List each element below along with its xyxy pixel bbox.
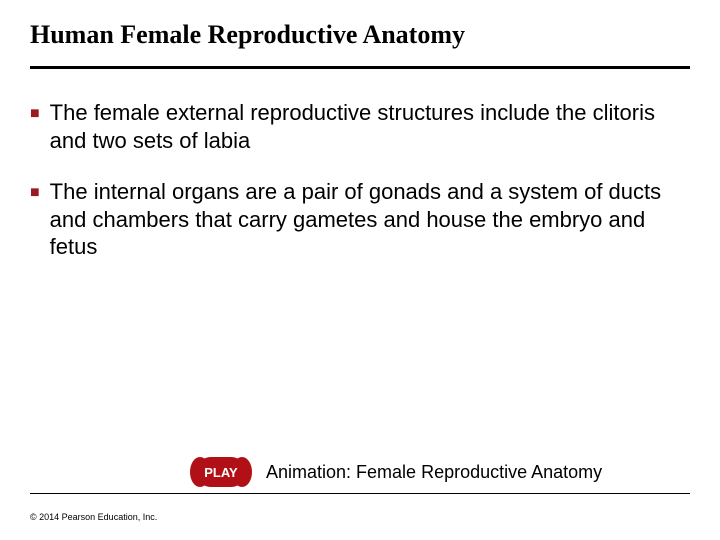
bullet-item: ■ The female external reproductive struc… bbox=[30, 99, 690, 154]
bullet-text: The internal organs are a pair of gonads… bbox=[50, 178, 690, 261]
slide-container: Human Female Reproductive Anatomy ■ The … bbox=[0, 0, 720, 540]
bullet-list: ■ The female external reproductive struc… bbox=[30, 99, 690, 261]
animation-link-row: PLAY Animation: Female Reproductive Anat… bbox=[30, 457, 690, 494]
copyright-text: © 2014 Pearson Education, Inc. bbox=[30, 512, 157, 522]
square-bullet-icon: ■ bbox=[30, 183, 40, 203]
animation-link-label[interactable]: Animation: Female Reproductive Anatomy bbox=[266, 462, 602, 483]
play-icon: PLAY bbox=[190, 457, 252, 487]
play-button-label: PLAY bbox=[204, 465, 238, 480]
play-button[interactable]: PLAY bbox=[190, 457, 252, 487]
bullet-item: ■ The internal organs are a pair of gona… bbox=[30, 178, 690, 261]
slide-title: Human Female Reproductive Anatomy bbox=[30, 20, 690, 69]
square-bullet-icon: ■ bbox=[30, 104, 40, 124]
bullet-text: The female external reproductive structu… bbox=[50, 99, 690, 154]
